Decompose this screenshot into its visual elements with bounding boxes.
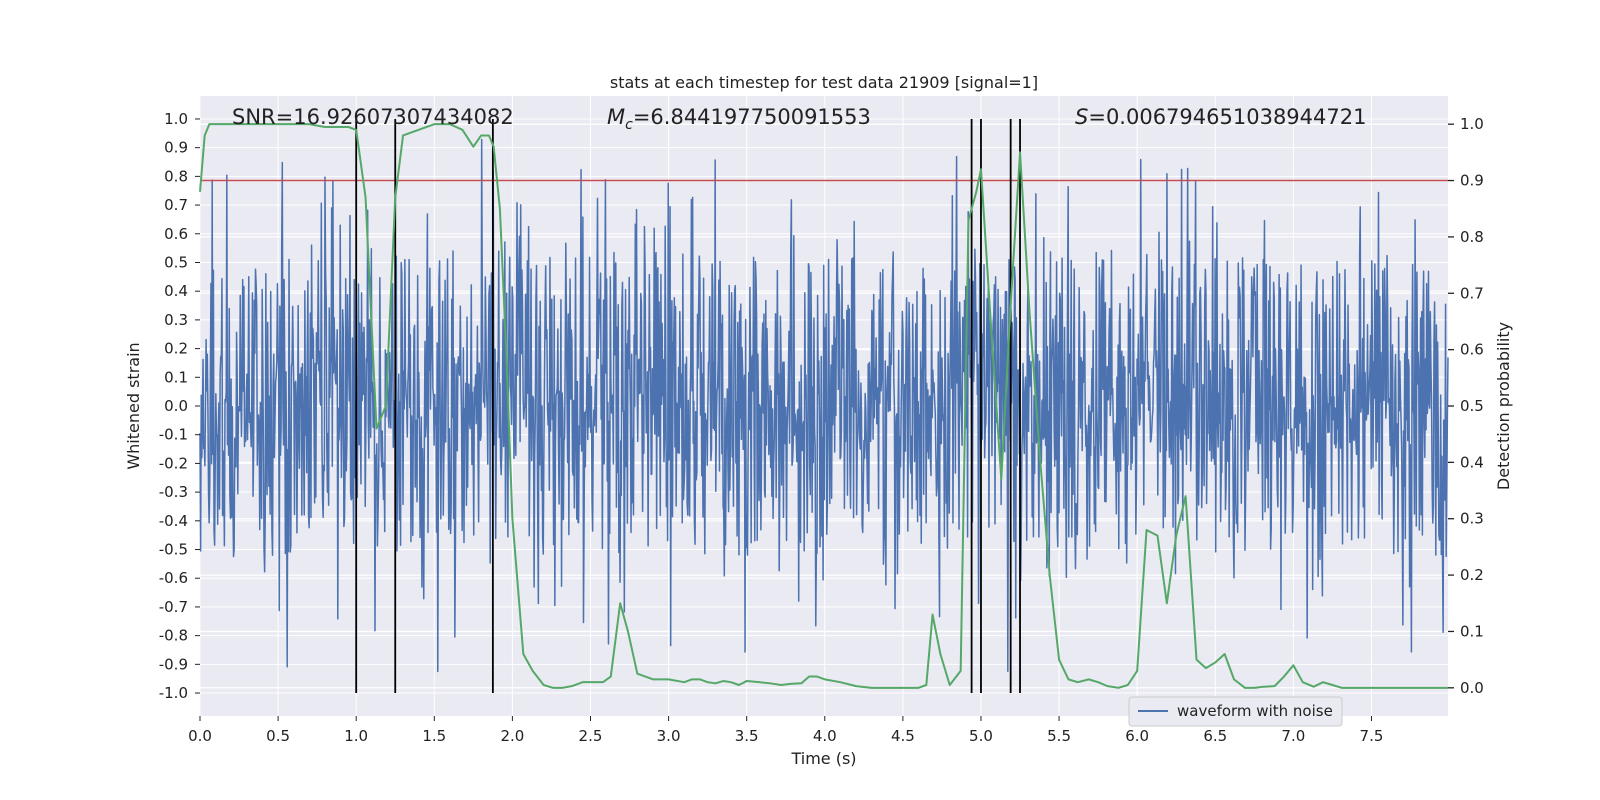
y-right-tick-label: 0.7 xyxy=(1460,284,1484,302)
y-left-tick-label: 0.7 xyxy=(164,196,188,214)
y-right-tick-label: 0.0 xyxy=(1460,679,1484,697)
chirp-mass-annotation: Mc=6.844197750091553 xyxy=(607,105,871,133)
y-left-tick-label: -0.7 xyxy=(159,598,188,616)
x-tick-label: 7.5 xyxy=(1360,727,1384,745)
x-tick-label: 6.5 xyxy=(1203,727,1227,745)
x-tick-label: 3.0 xyxy=(657,727,681,745)
y-right-tick-label: 0.5 xyxy=(1460,397,1484,415)
x-tick-label: 2.5 xyxy=(579,727,603,745)
y-left-tick-label: 0.8 xyxy=(164,167,188,185)
y-left-tick-label: 0.2 xyxy=(164,340,188,358)
s-value: =0.006794651038944721 xyxy=(1088,105,1366,129)
y-left-tick-label: -0.9 xyxy=(159,655,188,673)
vertical-markers xyxy=(355,118,1021,694)
x-tick-label: 0.0 xyxy=(188,727,212,745)
x-tick-label: 4.0 xyxy=(813,727,837,745)
x-axis-label: Time (s) xyxy=(790,749,856,768)
x-tick-label: 7.0 xyxy=(1281,727,1305,745)
y-left-tick-label: -0.4 xyxy=(159,512,188,530)
y-left-tick-label: -0.8 xyxy=(159,627,188,645)
x-tick-label: 2.0 xyxy=(500,727,524,745)
y-right-tick-label: 0.3 xyxy=(1460,510,1484,528)
x-axis-ticks: 0.0 0.5 1.0 1.5 2.0 2.5 3.0 3.5 4.0 4.5 5.0 5.5 6.0 6… xyxy=(188,716,1383,745)
y-left-tick-label: 0.9 xyxy=(164,139,188,157)
x-tick-label: 0.5 xyxy=(266,727,290,745)
s-annotation: S=0.006794651038944721 xyxy=(1075,105,1366,129)
x-tick-label: 4.5 xyxy=(891,727,915,745)
y-left-tick-label: 0.1 xyxy=(164,368,188,386)
legend: waveform with noise xyxy=(1128,696,1343,727)
y-left-tick-label: -0.1 xyxy=(159,426,188,444)
y-right-tick-label: 0.8 xyxy=(1460,228,1484,246)
y-left-tick-label: 0.4 xyxy=(164,282,188,300)
x-tick-label: 5.0 xyxy=(969,727,993,745)
legend-label: waveform with noise xyxy=(1177,702,1333,720)
waveform-series xyxy=(199,138,1449,673)
legend-box xyxy=(1128,696,1343,727)
s-symbol: S xyxy=(1075,105,1088,129)
y-right-tick-label: 0.6 xyxy=(1460,341,1484,359)
snr-annotation: SNR=16.92607307434082 xyxy=(232,105,514,129)
y-left-tick-label: 0.3 xyxy=(164,311,188,329)
x-tick-label: 1.5 xyxy=(422,727,446,745)
y-left-tick-label: -0.6 xyxy=(159,569,188,587)
x-tick-label: 5.5 xyxy=(1047,727,1071,745)
y-right-axis-ticks: 1.0 0.9 0.8 0.7 0.6 0.5 0.4 0.3 0.2 0.1 0.0 xyxy=(1448,115,1484,697)
y-left-axis-label: Whitened strain xyxy=(124,342,143,469)
y-right-tick-label: 1.0 xyxy=(1460,115,1484,133)
y-left-tick-label: 0.5 xyxy=(164,253,188,271)
chart-title: stats at each timestep for test data 219… xyxy=(610,73,1038,92)
y-left-tick-label: 0.6 xyxy=(164,225,188,243)
chirp-mass-symbol: M xyxy=(607,105,625,129)
y-right-tick-label: 0.9 xyxy=(1460,172,1484,190)
x-tick-label: 6.0 xyxy=(1125,727,1149,745)
waveform-line xyxy=(199,138,1449,673)
y-left-tick-label: -0.2 xyxy=(159,454,188,472)
y-left-tick-label: -0.3 xyxy=(159,483,188,501)
chirp-mass-value: =6.844197750091553 xyxy=(633,105,871,129)
x-tick-label: 3.5 xyxy=(735,727,759,745)
y-left-tick-label: 0.0 xyxy=(164,397,188,415)
y-left-tick-label: -0.5 xyxy=(159,541,188,559)
probability-series xyxy=(199,123,1448,689)
y-left-tick-label: -1.0 xyxy=(159,684,188,702)
y-left-tick-label: 1.0 xyxy=(164,110,188,128)
probability-line xyxy=(199,123,1448,689)
y-right-tick-label: 0.4 xyxy=(1460,453,1484,471)
y-right-axis-label: Detection probability xyxy=(1494,322,1513,490)
y-left-axis-ticks: 1.0 0.9 0.8 0.7 0.6 0.5 0.4 0.3 0.2 0.1 0.0 -0.1 -0.… xyxy=(159,110,200,702)
y-right-tick-label: 0.1 xyxy=(1460,622,1484,640)
y-right-tick-label: 0.2 xyxy=(1460,566,1484,584)
x-tick-label: 1.0 xyxy=(344,727,368,745)
chirp-mass-subscript: c xyxy=(625,117,633,133)
